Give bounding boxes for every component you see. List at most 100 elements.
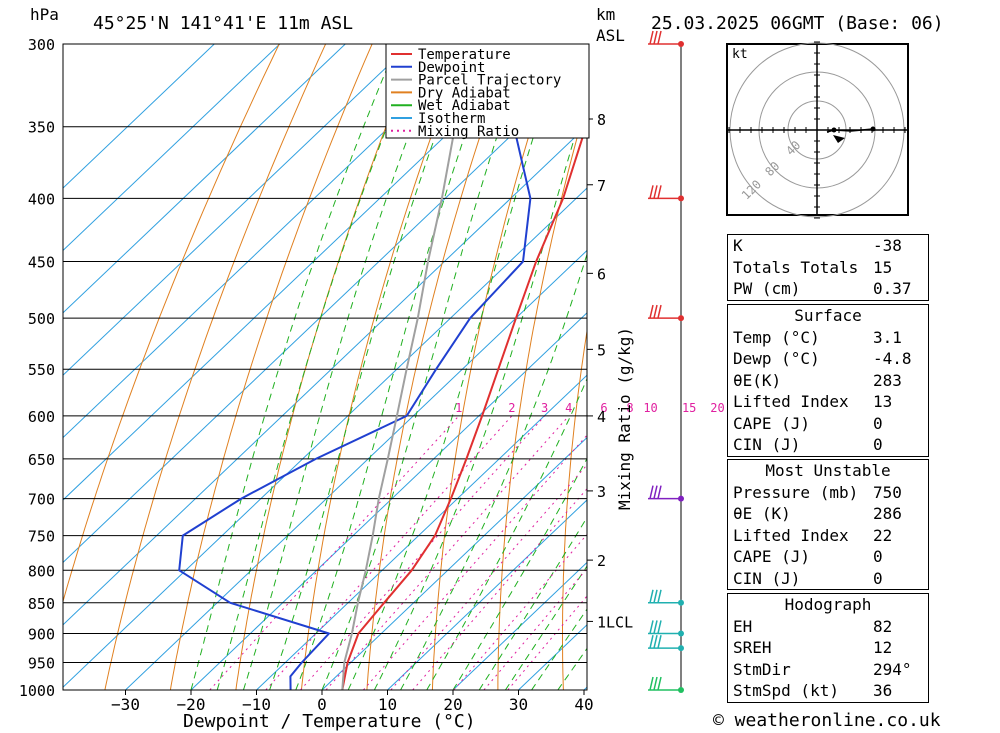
k-index-value: -38: [873, 236, 902, 255]
sreh-value: 12: [873, 638, 893, 657]
wind-barb-column: [648, 30, 684, 693]
mixing-ratio-tick-label: 4: [565, 401, 572, 415]
surface-dewp-value: -4.8: [873, 349, 912, 368]
wind-barb-feather: [649, 589, 654, 603]
wet-adiabat-line: [269, 44, 470, 690]
mixing-ratio-line: [507, 595, 587, 690]
x-tick-label: 30: [509, 695, 528, 714]
mixing-ratio-line: [325, 415, 570, 690]
stmdir-row: StmDir 294°: [728, 659, 928, 681]
dry-adiabat-line: [625, 44, 697, 690]
stmdir-label: StmDir: [733, 659, 791, 679]
isotherm-line: [452, 561, 587, 690]
km-tick-label: 8: [597, 111, 606, 129]
pw-value: 0.37: [873, 279, 912, 298]
eh-row: EH 82: [728, 616, 928, 638]
wet-adiabat-line: [426, 377, 587, 690]
temperature-line: [341, 120, 587, 690]
legend-label: Dry Adiabat: [418, 85, 511, 101]
isotherm-line: [63, 44, 346, 314]
x-tick-label: 20: [443, 695, 462, 714]
surface-theta-label: θE(K): [733, 370, 782, 390]
wind-barb-feather: [653, 485, 658, 499]
mu-cape-label: CAPE (J): [733, 547, 811, 566]
totals-totals-label: Totals Totals: [733, 257, 859, 277]
wind-barb-feather: [657, 589, 662, 603]
wind-barb: [648, 304, 684, 322]
datetime-title: 25.03.2025 06GMT (Base: 06): [651, 13, 944, 34]
wind-barb-feather: [657, 304, 662, 319]
isotherm-line: [63, 62, 587, 564]
legend-label: Dewpoint: [418, 60, 485, 76]
wind-barb-feather: [649, 485, 654, 499]
most-unstable-title: Most Unstable: [765, 461, 891, 480]
mixing-ratio-tick-label: 6: [600, 401, 607, 415]
wind-barb-feather: [649, 635, 654, 649]
hodograph-point: [831, 127, 837, 133]
surface-title: Surface: [794, 306, 862, 325]
pressure-tick-label: 950: [28, 654, 55, 672]
wind-barb-feather: [653, 676, 658, 691]
surface-dewp-label: Dewp (°C): [733, 349, 820, 368]
totals-totals-row: Totals Totals 15: [728, 257, 928, 279]
pressure-tick-label: 750: [28, 528, 55, 546]
sreh-label: SREH: [733, 638, 772, 657]
wet-adiabat-line: [295, 44, 498, 690]
surface-temp-label: Temp (°C): [733, 327, 820, 347]
surface-cape-label: CAPE (J): [733, 413, 811, 433]
wind-barb-feather: [649, 304, 654, 319]
mixing-ratio-line: [412, 488, 587, 690]
stmspd-value: 36: [873, 681, 893, 700]
mu-theta-label: θE (K): [733, 504, 791, 523]
mixing-ratio-tick-label: 15: [682, 401, 696, 415]
mixing-ratio-tick-label: 10: [643, 401, 657, 415]
km-tick-label: 6: [597, 265, 606, 283]
surface-theta-value: 283: [873, 370, 902, 390]
x-tick-label: 40: [574, 695, 593, 714]
mixing-ratio-tick-label: 2: [508, 401, 515, 415]
wind-barb-feather: [657, 30, 662, 45]
pressure-tick-label: 550: [28, 361, 55, 379]
dry-adiabat-line: [169, 44, 373, 690]
wind-barb: [648, 30, 684, 47]
isotherm-line: [387, 499, 587, 690]
wind-barb-dot: [678, 195, 684, 202]
wind-barb-feather: [657, 635, 662, 649]
surface-dewp-row: Dewp (°C) -4.8: [728, 348, 928, 370]
x-axis-title: Dewpoint / Temperature (°C): [183, 711, 476, 732]
eh-value: 82: [873, 616, 893, 636]
pressure-tick-label: 350: [28, 119, 55, 137]
legend-label: Parcel Trajectory: [418, 73, 561, 89]
pressure-tick-label: 400: [28, 190, 55, 208]
axis-labels: 3003504004505005506006507007508008509009…: [19, 36, 594, 714]
isobar-lines: [63, 43, 587, 691]
mixing-ratio-tick-label: 3: [541, 401, 548, 415]
mixing-ratio-line: [265, 415, 513, 690]
wet-adiabat-line: [478, 516, 587, 690]
stmspd-row: StmSpd (kt) 36: [728, 680, 928, 702]
isotherm-line: [125, 249, 587, 690]
mu-theta-value: 286: [873, 504, 902, 523]
wet-adiabat-line: [321, 44, 529, 690]
wet-adiabat-line: [190, 44, 398, 690]
mixing-ratio-line: [300, 415, 545, 690]
surface-li-label: Lifted Index: [733, 392, 849, 411]
copyright-footer[interactable]: © weatheronline.co.uk: [713, 710, 941, 731]
mu-cin-row: CIN (J) 0: [728, 568, 928, 590]
legend-label: Mixing Ratio: [418, 124, 519, 140]
mixing-ratio-line: [363, 434, 587, 690]
isotherm-line: [63, 187, 587, 688]
hodograph-trace: [826, 128, 874, 133]
mu-theta-row: θE (K) 286: [728, 503, 928, 525]
mu-pressure-label: Pressure (mb): [733, 482, 859, 502]
hodograph-params-panel: Hodograph EH 82 SREH 12 StmDir 294° StmSpd …: [727, 593, 929, 703]
mu-cin-value: 0: [873, 568, 883, 588]
mu-li-row: Lifted Index 22: [728, 525, 928, 547]
legend-label: Isotherm: [418, 111, 485, 127]
surface-temp-value: 3.1: [873, 327, 902, 347]
wind-barb-feather: [649, 185, 654, 199]
wind-barb-feather: [649, 30, 654, 45]
km-tick-label: 7: [597, 177, 606, 195]
wind-barb-dot: [678, 495, 684, 502]
isotherm-line: [256, 374, 587, 690]
